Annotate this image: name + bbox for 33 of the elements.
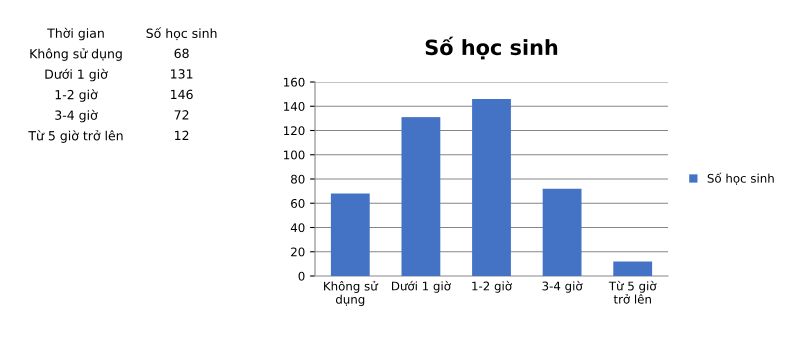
text: Số học sinh — [146, 27, 216, 40]
x-tick-label: 1-2 giờ — [472, 280, 512, 293]
y-tick-label: 40 — [290, 223, 304, 232]
text: 3-4 giờ — [55, 110, 98, 122]
text: Thời gian — [47, 28, 104, 40]
y-tick-label: 140 — [284, 102, 304, 111]
x-tick-label: 3-4 giờ — [542, 280, 583, 293]
legend-label: Số học sinh — [708, 172, 774, 185]
y-tick-label: 160 — [284, 78, 304, 87]
text: 68 — [174, 48, 189, 58]
x-tick-label: Không sử dụng — [324, 280, 378, 306]
bar — [401, 117, 440, 276]
text: Dưới 1 giờ — [45, 68, 108, 82]
bar — [542, 188, 582, 276]
y-tick-label: 20 — [291, 247, 304, 256]
bar — [613, 261, 652, 276]
text: 146 — [171, 90, 193, 100]
text: 131 — [171, 69, 192, 79]
y-tick-label: 0 — [298, 272, 304, 281]
text: Từ 5 giờ trở lên — [28, 130, 123, 143]
y-tick-label: 100 — [284, 150, 304, 160]
chart-title: Số học sinh — [426, 36, 558, 60]
bar — [330, 194, 370, 276]
text: 12 — [175, 130, 188, 140]
x-tick-label: Từ 5 giờ trở lên — [608, 280, 656, 304]
y-tick-label: 80 — [291, 174, 304, 184]
text: 72 — [174, 110, 188, 120]
y-tick-label: 120 — [284, 126, 304, 136]
bar — [472, 98, 511, 276]
x-tick-label: Dưới 1 giờ — [392, 280, 451, 293]
text: 1-2 giờ — [56, 89, 98, 102]
y-tick-label: 60 — [291, 198, 304, 208]
text: Không sử dụng — [30, 48, 122, 61]
